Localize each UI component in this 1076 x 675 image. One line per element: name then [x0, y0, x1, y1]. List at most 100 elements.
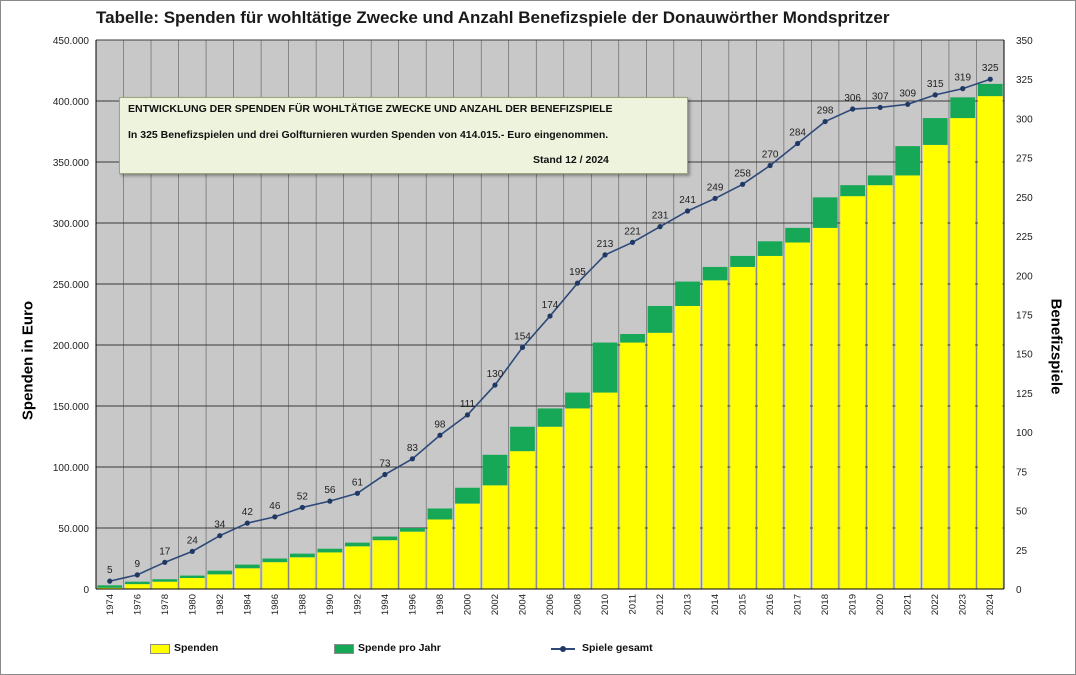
- x-tick-label: 1982: [215, 594, 226, 615]
- point-spiele-gesamt: [657, 224, 663, 230]
- x-tick-label: 2002: [490, 594, 501, 615]
- bar-spende-pro-jahr: [812, 197, 838, 228]
- data-label-spiele-gesamt: 298: [817, 106, 834, 117]
- y-tick-label-right: 275: [1016, 154, 1033, 165]
- x-tick-label: 2011: [628, 594, 639, 614]
- data-label-spiele-gesamt: 111: [460, 399, 476, 410]
- x-tick-label: 2000: [462, 594, 473, 615]
- bar-spenden: [234, 568, 260, 589]
- data-label-spiele-gesamt: 195: [569, 267, 586, 278]
- info-box-summary: In 325 Benefizspielen und drei Golfturni…: [128, 129, 609, 141]
- bar-spenden: [950, 118, 976, 589]
- y-tick-label-left: 0: [83, 585, 89, 596]
- bar-spenden: [812, 227, 838, 589]
- bar-spende-pro-jahr: [262, 558, 288, 563]
- bar-spenden: [427, 519, 453, 589]
- y-tick-label-right: 250: [1016, 193, 1033, 204]
- y-tick-label-right: 0: [1016, 585, 1022, 596]
- x-tick-label: 2019: [848, 594, 859, 615]
- bar-spenden: [482, 485, 508, 589]
- legend-marker-spiele-gesamt: [560, 646, 566, 652]
- bar-spende-pro-jahr: [730, 255, 755, 267]
- info-box: ENTWICKLUNG DER SPENDEN FÜR WOHLTÄTIGE Z…: [119, 97, 688, 174]
- data-label-spiele-gesamt: 98: [434, 419, 446, 430]
- data-label-spiele-gesamt: 221: [624, 226, 641, 237]
- bar-spenden: [675, 305, 700, 589]
- y-tick-label-right: 350: [1016, 36, 1033, 47]
- point-spiele-gesamt: [519, 344, 526, 351]
- x-tick-label: 1996: [407, 594, 418, 615]
- data-label-spiele-gesamt: 24: [187, 535, 199, 546]
- bar-spenden: [592, 392, 618, 589]
- bar-spenden: [289, 557, 315, 589]
- point-spiele-gesamt: [272, 514, 278, 520]
- legend-label-spenden: Spenden: [174, 642, 219, 654]
- y-tick-label-left: 200.000: [53, 341, 90, 352]
- bar-spenden: [510, 451, 535, 589]
- bar-spende-pro-jahr: [785, 227, 811, 243]
- bar-spende-pro-jahr: [345, 542, 370, 547]
- y-tick-label-right: 325: [1016, 75, 1033, 86]
- point-spiele-gesamt: [244, 520, 250, 526]
- y-tick-label-left: 400.000: [53, 97, 90, 108]
- bar-spende-pro-jahr: [840, 185, 866, 197]
- data-label-spiele-gesamt: 154: [514, 331, 531, 342]
- data-label-spiele-gesamt: 5: [107, 565, 113, 576]
- point-spiele-gesamt: [850, 106, 856, 112]
- y-axis-label-left: Spenden in Euro: [19, 300, 37, 421]
- data-label-spiele-gesamt: 130: [487, 369, 504, 380]
- chart-title: Tabelle: Spenden für wohltätige Zwecke u…: [96, 8, 890, 27]
- data-label-spiele-gesamt: 34: [214, 520, 226, 531]
- bar-spende-pro-jahr: [427, 508, 453, 520]
- bar-spende-pro-jahr: [234, 564, 260, 569]
- x-tick-label: 2013: [683, 594, 694, 615]
- x-tick-label: 2004: [517, 594, 528, 615]
- x-tick-label: 1986: [270, 594, 281, 615]
- point-spiele-gesamt: [574, 280, 581, 286]
- x-tick-label: 2006: [545, 594, 556, 615]
- data-label-spiele-gesamt: 56: [324, 485, 336, 496]
- bar-spende-pro-jahr: [867, 175, 893, 186]
- x-tick-label: 2016: [765, 594, 776, 615]
- data-label-spiele-gesamt: 46: [269, 501, 281, 512]
- point-spiele-gesamt: [547, 313, 553, 319]
- info-box-stand: Stand 12 / 2024: [533, 154, 609, 166]
- point-spiele-gesamt: [327, 498, 333, 504]
- point-spiele-gesamt: [162, 559, 168, 565]
- bar-spende-pro-jahr: [675, 281, 700, 306]
- x-tick-label: 1992: [352, 594, 363, 615]
- data-label-spiele-gesamt: 213: [597, 239, 614, 250]
- point-spiele-gesamt: [795, 140, 801, 147]
- bar-spende-pro-jahr: [455, 487, 480, 504]
- data-label-spiele-gesamt: 241: [679, 195, 696, 206]
- legend-label-spende-pro-jahr: Spende pro Jahr: [358, 642, 441, 654]
- bar-spende-pro-jahr: [537, 408, 563, 427]
- bar-spenden: [730, 266, 755, 589]
- bar-spende-pro-jahr: [922, 118, 948, 145]
- bar-spenden: [867, 185, 893, 589]
- bar-spenden: [152, 581, 178, 589]
- point-spiele-gesamt: [767, 162, 773, 169]
- y-tick-label-right: 150: [1016, 350, 1033, 361]
- bar-spenden: [317, 552, 343, 589]
- y-tick-label-right: 300: [1016, 114, 1033, 125]
- point-spiele-gesamt: [932, 92, 938, 98]
- point-spiele-gesamt: [712, 195, 718, 202]
- x-tick-label: 2008: [573, 594, 584, 615]
- bar-spende-pro-jahr: [179, 575, 205, 579]
- point-spiele-gesamt: [437, 432, 443, 438]
- y-tick-label-left: 100.000: [53, 463, 90, 474]
- data-label-spiele-gesamt: 83: [407, 443, 419, 454]
- data-label-spiele-gesamt: 270: [762, 149, 779, 160]
- bar-spenden: [207, 574, 233, 589]
- legend-swatch-spenden: [150, 644, 170, 654]
- point-spiele-gesamt: [684, 208, 691, 214]
- y-tick-label-left: 350.000: [53, 158, 90, 169]
- x-tick-label: 2018: [820, 594, 831, 615]
- data-label-spiele-gesamt: 258: [734, 168, 751, 179]
- y-axis-label-right: Benefizspiele: [1047, 298, 1065, 395]
- point-spiele-gesamt: [492, 382, 498, 388]
- x-tick-label: 1978: [160, 594, 171, 615]
- x-tick-label: 2022: [930, 594, 941, 615]
- y-tick-label-left: 250.000: [53, 280, 90, 291]
